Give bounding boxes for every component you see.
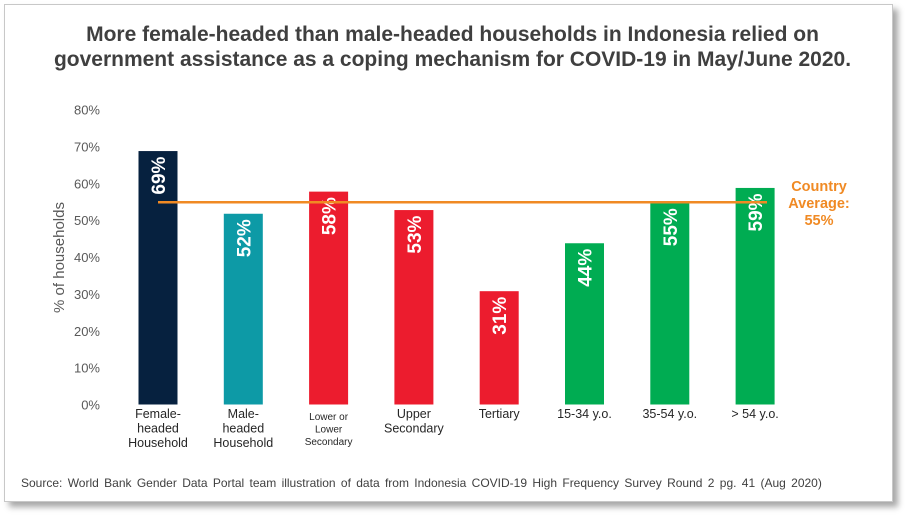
category-label: headed (137, 422, 179, 436)
data-label: 53% (405, 215, 426, 253)
y-tick-label: 30% (74, 287, 100, 302)
bar (137, 150, 179, 406)
bar (649, 201, 691, 406)
y-tick-label: 70% (74, 139, 100, 154)
data-label: 69% (149, 156, 170, 194)
data-label: 44% (576, 249, 597, 287)
category-label: Household (128, 436, 188, 450)
data-label: 31% (490, 297, 511, 335)
category-label: > 54 y.o. (731, 407, 778, 421)
bar (308, 190, 350, 406)
average-label: 55% (804, 213, 833, 229)
category-label: Household (213, 436, 273, 450)
data-label: 52% (234, 219, 255, 257)
data-label: 59% (746, 193, 767, 231)
y-tick-label: 20% (74, 324, 100, 339)
category-label: Tertiary (479, 407, 521, 421)
source-note: Source: World Bank Gender Data Portal te… (21, 476, 822, 490)
bar (564, 242, 605, 406)
y-tick-label: 0% (81, 398, 100, 413)
category-label: Secondary (384, 422, 445, 436)
bar (734, 186, 776, 406)
average-label: Average: (788, 196, 850, 212)
average-label: Country (791, 179, 847, 195)
bar (222, 212, 264, 406)
category-label: Female- (135, 407, 181, 421)
y-tick-label: 60% (74, 176, 100, 191)
y-axis-title: % of households (51, 202, 68, 313)
chart-title: More female-headed than male-headed hous… (0, 22, 905, 72)
category-label: Lower (315, 425, 343, 436)
category-label: 15-34 y.o. (557, 407, 612, 421)
category-label: Upper (397, 407, 431, 421)
y-tick-label: 40% (74, 250, 100, 265)
data-label: 58% (320, 197, 341, 235)
title-line-2: government assistance as a coping mechan… (53, 48, 852, 71)
category-label: headed (222, 422, 264, 436)
title-line-1: More female-headed than male-headed hous… (86, 23, 819, 46)
category-label: Lower or (309, 412, 349, 423)
y-tick-label: 10% (74, 361, 100, 376)
category-label: 35-54 y.o. (642, 407, 697, 421)
y-tick-label: 50% (74, 213, 100, 228)
y-tick-label: 80% (74, 103, 100, 118)
category-label: Male- (228, 407, 259, 421)
bar (478, 290, 520, 406)
category-label: Secondary (305, 437, 353, 448)
bar (393, 209, 435, 406)
data-label: 55% (661, 208, 682, 246)
